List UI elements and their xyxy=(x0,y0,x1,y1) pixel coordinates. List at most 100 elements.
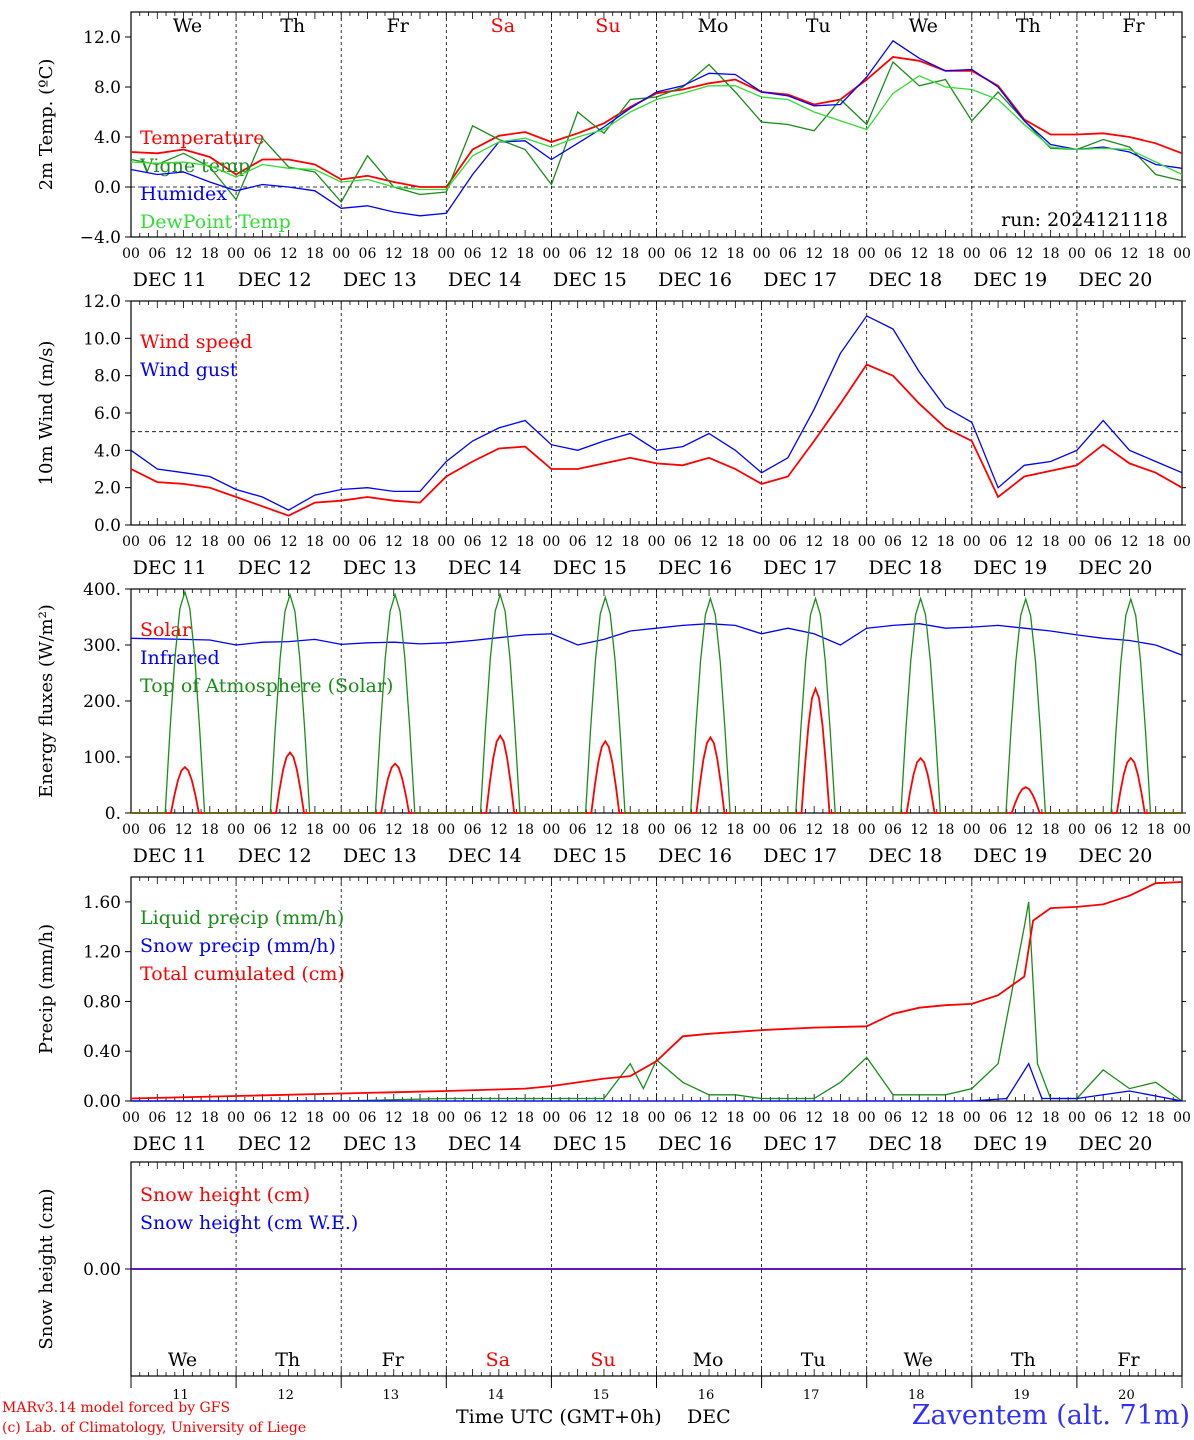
hour-tick-label: 06 xyxy=(148,534,166,550)
hour-tick-label: 12 xyxy=(595,1110,613,1126)
hour-tick-label: 06 xyxy=(464,246,482,262)
hour-tick-label: 18 xyxy=(937,534,955,550)
hour-tick-label: 06 xyxy=(674,534,692,550)
legend-entry: Snow precip (mm/h) xyxy=(140,935,336,957)
day-number-label: 15 xyxy=(593,1388,610,1400)
y-axis-label: Snow height (cm) xyxy=(36,1188,57,1349)
day-number-label: 17 xyxy=(803,1388,820,1400)
date-label: DEC 11 xyxy=(133,845,207,867)
hour-tick-label: 18 xyxy=(201,822,219,838)
hour-tick-label: 00 xyxy=(332,246,350,262)
y-tick-label: 1.60 xyxy=(83,893,121,913)
hour-tick-label: 12 xyxy=(175,246,193,262)
hour-tick-label: 12 xyxy=(910,534,928,550)
hour-tick-label: 18 xyxy=(516,534,534,550)
weekday-label: Th xyxy=(1016,15,1041,37)
hour-tick-label: 06 xyxy=(884,246,902,262)
y-tick-label: 12.0 xyxy=(83,28,121,48)
hour-tick-label: 12 xyxy=(385,1110,403,1126)
hour-tick-label: 06 xyxy=(674,1110,692,1126)
weekday-label: We xyxy=(173,15,202,37)
hour-tick-label: 12 xyxy=(490,534,508,550)
hour-tick-label: 00 xyxy=(648,534,666,550)
hour-tick-label: 06 xyxy=(253,246,271,262)
hour-tick-label: 00 xyxy=(858,1110,876,1126)
day-number-label: 13 xyxy=(382,1388,399,1400)
date-label: DEC 15 xyxy=(553,269,627,291)
hour-tick-label: 06 xyxy=(989,822,1007,838)
hour-tick-label: 18 xyxy=(621,822,639,838)
hour-tick-label: 00 xyxy=(542,1110,560,1126)
weekday-label: Sa xyxy=(491,15,515,37)
y-tick-label: 2.0 xyxy=(94,479,121,499)
day-number-label: 18 xyxy=(908,1388,925,1400)
y-tick-label: 0. xyxy=(105,804,121,824)
hour-tick-label: 18 xyxy=(726,1110,744,1126)
hour-tick-label: 18 xyxy=(832,1110,850,1126)
hour-tick-label: 18 xyxy=(832,246,850,262)
hour-tick-label: 12 xyxy=(700,1110,718,1126)
hour-tick-label: 00 xyxy=(122,534,140,550)
hour-tick-label: 12 xyxy=(175,822,193,838)
date-label: DEC 16 xyxy=(658,269,732,291)
date-label: DEC 15 xyxy=(553,845,627,867)
weekday-label: Fr xyxy=(387,15,410,37)
hour-tick-label: 12 xyxy=(385,534,403,550)
weekday-label: Th xyxy=(275,1349,300,1371)
hour-tick-label: 12 xyxy=(805,246,823,262)
date-label: DEC 13 xyxy=(343,269,417,291)
hour-tick-label: 12 xyxy=(280,1110,298,1126)
hour-tick-label: 12 xyxy=(175,534,193,550)
series-line-total-cumulated-cm- xyxy=(130,881,1183,1100)
hour-tick-label: 18 xyxy=(1042,246,1060,262)
hour-tick-label: 00 xyxy=(122,822,140,838)
hour-tick-label: 06 xyxy=(253,822,271,838)
hour-tick-label: 06 xyxy=(779,246,797,262)
hour-tick-label: 12 xyxy=(1015,822,1033,838)
date-label: DEC 12 xyxy=(238,845,312,867)
hour-tick-label: 06 xyxy=(1094,822,1112,838)
hour-tick-label: 06 xyxy=(1094,1110,1112,1126)
hour-tick-label: 18 xyxy=(201,246,219,262)
hour-tick-label: 12 xyxy=(1121,534,1139,550)
y-tick-label: 12.0 xyxy=(83,292,121,312)
hour-tick-label: 06 xyxy=(148,822,166,838)
run-label: run: 2024121118 xyxy=(1001,209,1168,231)
date-label: DEC 13 xyxy=(343,1133,417,1155)
hour-tick-label: 18 xyxy=(1147,246,1165,262)
hour-tick-label: 06 xyxy=(359,1110,377,1126)
date-label: DEC 20 xyxy=(1079,845,1153,867)
hour-tick-label: 06 xyxy=(884,534,902,550)
x-axis-title: Time UTC (GMT+0h) xyxy=(456,1406,662,1428)
date-label: DEC 14 xyxy=(448,1133,522,1155)
panel-frame xyxy=(130,588,1183,814)
hour-tick-label: 00 xyxy=(1173,534,1191,550)
y-tick-label: 0.0 xyxy=(94,516,121,536)
hour-tick-label: 06 xyxy=(884,822,902,838)
hour-tick-label: 00 xyxy=(437,822,455,838)
series-line-infrared xyxy=(130,623,1183,656)
date-label: DEC 19 xyxy=(973,845,1047,867)
hour-tick-label: 00 xyxy=(858,822,876,838)
hour-tick-label: 06 xyxy=(674,246,692,262)
date-label: DEC 19 xyxy=(973,557,1047,579)
hour-tick-label: 18 xyxy=(306,1110,324,1126)
station-name: Zaventem (alt. 71m) xyxy=(911,1400,1190,1431)
hour-tick-label: 00 xyxy=(753,1110,771,1126)
y-tick-label: 0.40 xyxy=(83,1042,121,1062)
hour-tick-label: 00 xyxy=(332,1110,350,1126)
hour-tick-label: 18 xyxy=(201,1110,219,1126)
hour-tick-label: 00 xyxy=(1068,534,1086,550)
date-label: DEC 18 xyxy=(868,269,942,291)
hour-tick-label: 00 xyxy=(648,246,666,262)
date-label: DEC 15 xyxy=(553,557,627,579)
hour-tick-label: 12 xyxy=(595,822,613,838)
hour-tick-label: 18 xyxy=(621,1110,639,1126)
y-axis-label: Precip (mm/h) xyxy=(36,924,57,1054)
day-number-label: 14 xyxy=(488,1388,505,1400)
weekday-label: Fr xyxy=(1117,1349,1140,1371)
lab-credit: (c) Lab. of Climatology, University of L… xyxy=(2,1420,307,1436)
hour-tick-label: 00 xyxy=(963,1110,981,1126)
hour-tick-label: 00 xyxy=(227,534,245,550)
hour-tick-label: 12 xyxy=(490,1110,508,1126)
